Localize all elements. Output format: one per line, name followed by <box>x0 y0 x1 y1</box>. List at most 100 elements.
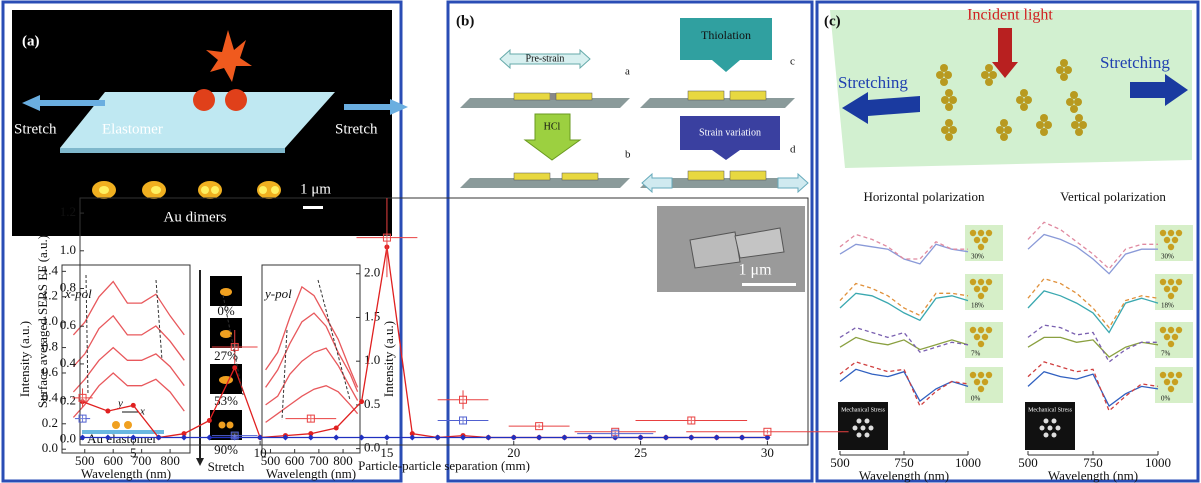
inset-particle <box>1160 372 1166 378</box>
inset-particle <box>974 286 980 292</box>
inset-particle <box>978 293 984 299</box>
marker <box>131 403 136 408</box>
inset-particle <box>1168 341 1174 347</box>
series-line <box>266 287 358 388</box>
series-line <box>1028 337 1158 357</box>
y-axis-label: Surface averaged SERS EF (a.u.) <box>35 235 50 408</box>
label: Incident light <box>967 7 1053 24</box>
x-axis-label: Particle-particle separation (mm) <box>358 458 530 473</box>
marker <box>612 430 619 437</box>
marker <box>105 409 110 414</box>
inset-particle <box>970 279 976 285</box>
marker <box>764 428 771 435</box>
marker <box>460 396 467 403</box>
step-tag: b <box>625 149 631 161</box>
inset-particle <box>974 379 980 385</box>
inset-particle <box>1160 279 1166 285</box>
y-tick-label: 0.6 <box>60 317 77 332</box>
inset-particle <box>1168 386 1174 392</box>
stress-particle <box>857 433 862 438</box>
inset-particle <box>978 244 984 250</box>
marker <box>561 434 567 440</box>
arrow-head <box>196 458 204 466</box>
label: Stretch <box>335 121 378 137</box>
y-tick-label: 0.0 <box>60 430 76 445</box>
inset-particle <box>978 279 984 285</box>
stress-particle <box>1044 419 1049 424</box>
scale-label: 1 μm <box>738 262 772 279</box>
inset-particle <box>1168 372 1174 378</box>
marker <box>536 434 542 440</box>
marker <box>308 434 314 440</box>
guide-line <box>318 280 350 400</box>
strain-label: Stretch <box>208 459 245 474</box>
inset-particle <box>982 237 988 243</box>
marker <box>688 434 694 440</box>
marker <box>333 434 339 440</box>
marker <box>587 434 593 440</box>
inset-particle <box>1176 372 1182 378</box>
inset-label: 7% <box>1161 350 1171 358</box>
marker <box>409 434 415 440</box>
x-tick-label: 1000 <box>955 455 981 470</box>
inset-label: 0% <box>971 395 981 403</box>
marker <box>688 417 695 424</box>
y-tick-label: 0.4 <box>60 355 77 370</box>
marker <box>79 415 86 422</box>
marker <box>207 418 212 423</box>
series-line <box>1028 279 1158 328</box>
y-tick-label: 0.0 <box>42 440 58 455</box>
inset-particle <box>978 230 984 236</box>
marker <box>384 434 390 440</box>
marker <box>334 426 339 431</box>
step-tag: a <box>625 66 630 78</box>
x-tick-label: 30 <box>761 445 774 460</box>
inset-particle <box>978 386 984 392</box>
stress-particle <box>1048 426 1053 431</box>
y-tick-label: 0.2 <box>42 415 58 430</box>
scale-bar <box>303 206 323 209</box>
marker <box>435 434 441 440</box>
inset-particle <box>1168 279 1174 285</box>
marker <box>638 434 644 440</box>
inset-particle <box>1168 244 1174 250</box>
stress-label: Mechanical Stress <box>1028 407 1072 413</box>
inset-particle <box>982 379 988 385</box>
inset-particle <box>1164 334 1170 340</box>
series-line <box>1028 235 1158 274</box>
marker <box>359 399 364 404</box>
stress-particle <box>853 426 858 431</box>
inset-particle <box>1160 230 1166 236</box>
marker <box>714 434 720 440</box>
inset-particle <box>1168 230 1174 236</box>
x-tick-label: 5 <box>130 445 137 460</box>
particle <box>193 89 215 111</box>
marker <box>485 434 491 440</box>
series-line <box>1028 222 1158 268</box>
step-tag: d <box>790 144 796 156</box>
inset-particle <box>982 286 988 292</box>
marker <box>307 415 314 422</box>
stress-label: Mechanical Stress <box>841 407 885 413</box>
annotation: y-pol <box>263 286 292 301</box>
x-tick-label: 10 <box>254 445 267 460</box>
marker <box>739 434 745 440</box>
y-axis-label: Intensity (a.u.) <box>17 321 32 397</box>
inset-particle <box>1172 379 1178 385</box>
elastomer-edge <box>60 148 285 153</box>
inset-label: 7% <box>971 350 981 358</box>
inset-particle <box>978 341 984 347</box>
inset-particle <box>1164 237 1170 243</box>
inset-particle <box>1176 279 1182 285</box>
series-line <box>840 362 968 406</box>
inset-particle <box>1172 237 1178 243</box>
light-arrow <box>998 28 1012 64</box>
scale-bar <box>742 283 796 286</box>
marker <box>79 394 86 401</box>
inset-particle <box>986 279 992 285</box>
series-line <box>1028 372 1158 406</box>
series-line <box>840 369 968 401</box>
inset-particle <box>1172 334 1178 340</box>
particle <box>124 421 132 429</box>
x-tick-label: 1000 <box>1145 455 1171 470</box>
